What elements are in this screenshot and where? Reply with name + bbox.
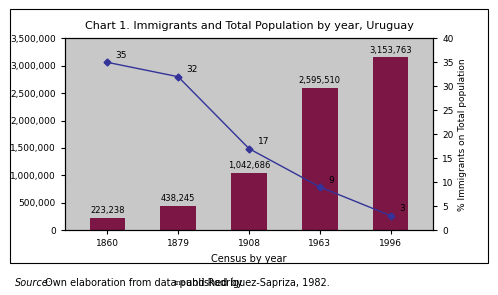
- X-axis label: Census by year: Census by year: [211, 254, 287, 264]
- Bar: [231, 173, 267, 230]
- Text: 9: 9: [328, 176, 334, 185]
- Text: 1,042,686: 1,042,686: [228, 161, 270, 170]
- Text: 223,238: 223,238: [90, 206, 124, 215]
- Text: ine: ine: [173, 279, 186, 287]
- Bar: [90, 218, 125, 230]
- Bar: [302, 88, 338, 230]
- Bar: [160, 206, 196, 230]
- Text: 35: 35: [116, 51, 127, 60]
- Text: 2,595,510: 2,595,510: [299, 76, 341, 85]
- Text: 17: 17: [257, 137, 269, 146]
- Text: Own elaboration from data published by: Own elaboration from data published by: [42, 278, 246, 288]
- Text: 32: 32: [187, 65, 198, 74]
- Text: Source:: Source:: [15, 278, 52, 288]
- Y-axis label: % Immigrants on Total population: % Immigrants on Total population: [458, 58, 467, 211]
- Text: 3: 3: [399, 204, 405, 213]
- Bar: [373, 57, 408, 230]
- Text: 3,153,763: 3,153,763: [370, 46, 412, 55]
- Text: Chart 1. Immigrants and Total Population by year, Uruguay: Chart 1. Immigrants and Total Population…: [85, 21, 413, 31]
- Text: and Rodríguez-Sapriza, 1982.: and Rodríguez-Sapriza, 1982.: [183, 278, 330, 289]
- Text: 438,245: 438,245: [161, 194, 195, 203]
